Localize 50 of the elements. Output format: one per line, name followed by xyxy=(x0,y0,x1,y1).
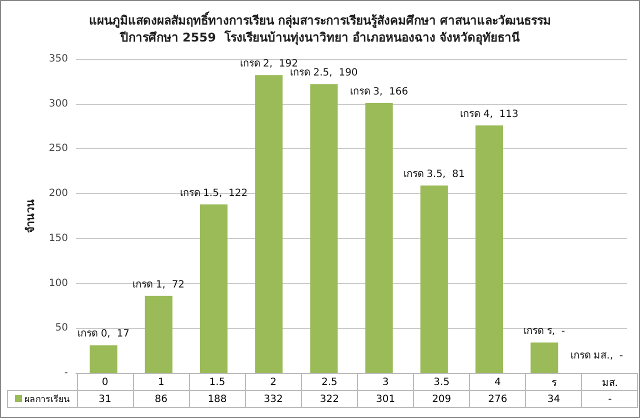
x-tick-label: 3.5 xyxy=(414,374,470,390)
annotation: เกรด 2.5, 190 xyxy=(290,68,358,79)
annotation: เกรด ร, - xyxy=(524,326,566,337)
y-tick-label: 350 xyxy=(48,54,68,64)
y-tick-label: 50 xyxy=(55,322,68,334)
annotation: เกรด 3, 166 xyxy=(350,86,408,98)
bar xyxy=(90,345,118,373)
legend-label: ผลการเรียน xyxy=(8,390,77,408)
y-tick-label: 100 xyxy=(48,278,68,289)
data-label: 322 xyxy=(301,390,358,408)
y-tick-label: - xyxy=(64,368,68,378)
y-tick-label: 250 xyxy=(48,143,68,154)
data-label: 31 xyxy=(77,390,134,408)
x-tick-label: 2 xyxy=(245,374,302,390)
chart-title: แผนภูมิแสดงผลสัมฤทธิ์ทางการเรียน กลุ่มสาระการเรียนรู้สังคมศึกษา ศาสนาและวัฒนธรรม ปีการศึกษา 2559 โรงเรียนบ้านทุ่งนาวิทยา อำเภอหนองฉาง จังหวัดอุทัยธานี xyxy=(88,12,552,46)
x-tick-label: 3 xyxy=(357,374,414,390)
data-label: 34 xyxy=(526,390,582,408)
x-tick-label: มส. xyxy=(582,374,638,390)
annotation: เกรด มส., - xyxy=(570,350,624,362)
data-label: 301 xyxy=(357,390,414,408)
x-tick-label: 4 xyxy=(470,374,526,390)
y-tick-label: 150 xyxy=(48,232,68,244)
bar xyxy=(144,296,172,373)
bar xyxy=(475,125,504,373)
bar xyxy=(420,185,448,373)
data-label: 188 xyxy=(189,390,246,408)
text: - xyxy=(608,394,612,404)
bar xyxy=(255,75,283,373)
x-tick-label: 0 xyxy=(77,374,134,390)
y-tick-label: 300 xyxy=(48,98,68,110)
annotation: เกรด 2, 192 xyxy=(240,58,298,70)
y-axis-title: จำนวน xyxy=(24,199,37,233)
bar xyxy=(530,342,558,373)
x-tick-label: 1 xyxy=(133,374,190,390)
data-label: 332 xyxy=(245,390,302,408)
bar xyxy=(200,204,228,373)
annotation: เกรด 0, 17 xyxy=(78,328,130,340)
x-tick-label: 1.5 xyxy=(189,374,246,390)
y-tick-label: 200 xyxy=(48,188,68,200)
x-tick-label: 2.5 xyxy=(301,374,358,390)
annotation: เกรด 3.5, 81 xyxy=(403,168,465,180)
data-label: 209 xyxy=(414,390,470,408)
bar xyxy=(365,102,393,373)
x-tick-label: ร xyxy=(526,374,582,390)
data-label: 276 xyxy=(470,390,526,408)
annotation: เกรด 4, 113 xyxy=(460,108,518,120)
data-label: 86 xyxy=(133,390,190,408)
bar xyxy=(310,84,338,373)
annotation: เกรด 1.5, 122 xyxy=(180,188,248,199)
annotation: เกรด 1, 72 xyxy=(132,279,185,290)
